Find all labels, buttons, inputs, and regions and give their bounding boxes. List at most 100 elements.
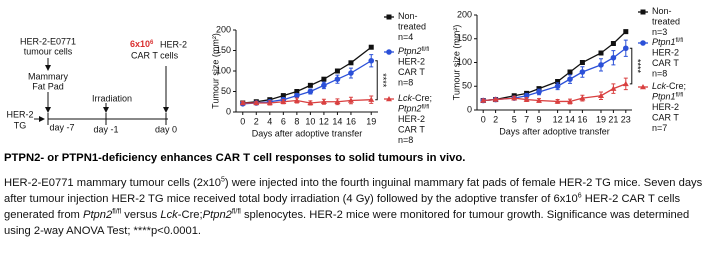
point [640,84,646,90]
point [348,70,354,76]
x-tick-label: 0 [481,114,486,124]
point [307,88,314,95]
caption-body: HER-2-E0771 mammary tumour cells (2x105)… [4,175,716,239]
significance-label: **** [378,73,388,88]
point [294,92,300,99]
text-segment: fl/fl [676,38,684,44]
schematic-label: Irradiation [92,93,132,103]
x-tick-label: 10 [305,116,315,126]
text-segment: CAR T [398,67,425,77]
series-line [483,31,627,102]
text-segment: n=7 [652,123,667,133]
text-segment: splenocytes. HER-2 mice were monitored f… [4,209,690,237]
y-tick-label: 0 [467,104,472,114]
schematic-label: HER-2-E0771 [20,36,76,46]
point [554,98,561,104]
x-tick-label: 2 [254,116,259,126]
legend-label: Non- [652,6,672,16]
legend-label: HER-2 [398,57,425,67]
x-tick-label: 21 [608,114,618,124]
legend-label: n=7 [652,123,667,133]
x-tick-label: 8 [294,116,299,126]
point [579,60,585,65]
point [480,97,487,103]
point [294,89,300,94]
point [567,76,573,82]
point [640,9,646,15]
text-segment: Non- [398,11,418,21]
text-segment: 6 [150,40,154,46]
text-segment: HER-2-E0771 mammary tumour cells (2x10 [4,177,221,189]
x-tick-label: 0 [240,116,245,126]
point [579,95,586,101]
schematic-day: day -7 [49,122,74,132]
legend-label: Lck-Cre; [652,81,686,91]
point [523,92,530,99]
point [307,99,314,106]
text-segment: fl/fl [422,104,430,110]
point [334,68,340,74]
point [348,60,354,66]
text-segment: ) were injected into the fourth inguinal… [4,177,703,205]
legend-label: n=8 [398,135,413,145]
y-tick-label: 50 [221,86,231,96]
x-tick-label: 19 [596,114,606,124]
x-tick-label: 14 [565,114,575,124]
legend-label: Ptpn2fl/fl [398,104,429,114]
legend-label: CAR T [652,113,679,123]
text-segment: fl/fl [422,47,430,53]
point [386,14,392,20]
x-tick-label: 7 [524,114,529,124]
point [536,97,542,103]
text-segment: n=8 [652,69,667,79]
point [623,45,629,52]
point [253,99,260,106]
text-segment: -Cre; [412,93,432,103]
text-segment: CAR T [652,58,679,68]
schematic-label: tumour cells [24,46,73,56]
point [598,92,604,98]
y-tick-label: 0 [226,106,231,116]
x-tick-label: 5 [512,114,517,124]
text-segment: -Cre; [177,209,203,221]
legend-label: Ptpn2fl/fl [398,46,429,56]
text-segment: Ptpn2 [398,46,422,56]
point [239,99,246,106]
x-tick-label: 16 [577,114,587,124]
point [567,98,573,104]
significance-bracket [629,47,633,85]
figure-graphics: HER-2-E0771 tumour cells Mammary Fat Pad… [6,6,686,145]
point [579,69,586,75]
point [334,76,341,82]
text-segment: HER-2 [398,114,425,124]
text-segment: treated [398,22,426,32]
point [280,93,286,99]
legend-label: Lck-Cre; [398,93,432,103]
point [640,40,646,46]
y-axis-label: Tumour size (mm²) [210,33,220,109]
point [321,76,327,82]
text-segment: HER-2 [652,48,679,58]
car-t-dose: 6x106 [130,39,154,49]
y-tick-label: 150 [216,45,231,55]
legend-label: treated [652,17,680,27]
point [610,85,617,91]
schematic-label: HER-2 [6,109,33,119]
y-tick-label: 100 [216,65,231,75]
y-tick-label: 200 [216,24,231,34]
point [386,49,392,55]
point [386,96,392,102]
schematic-label: Mammary [28,71,68,81]
point [567,69,573,75]
legend-label: HER-2 [398,114,425,124]
y-tick-label: 50 [462,81,472,91]
x-tick-label: 4 [267,116,272,126]
point [622,80,629,87]
text-segment: -Cre; [666,81,686,91]
point [368,44,374,50]
x-tick-label: 14 [332,116,342,126]
point [555,79,561,84]
x-axis-label: Days after adoptive transfer [499,126,610,136]
point [280,98,287,104]
schematic-day: day -1 [93,124,118,134]
